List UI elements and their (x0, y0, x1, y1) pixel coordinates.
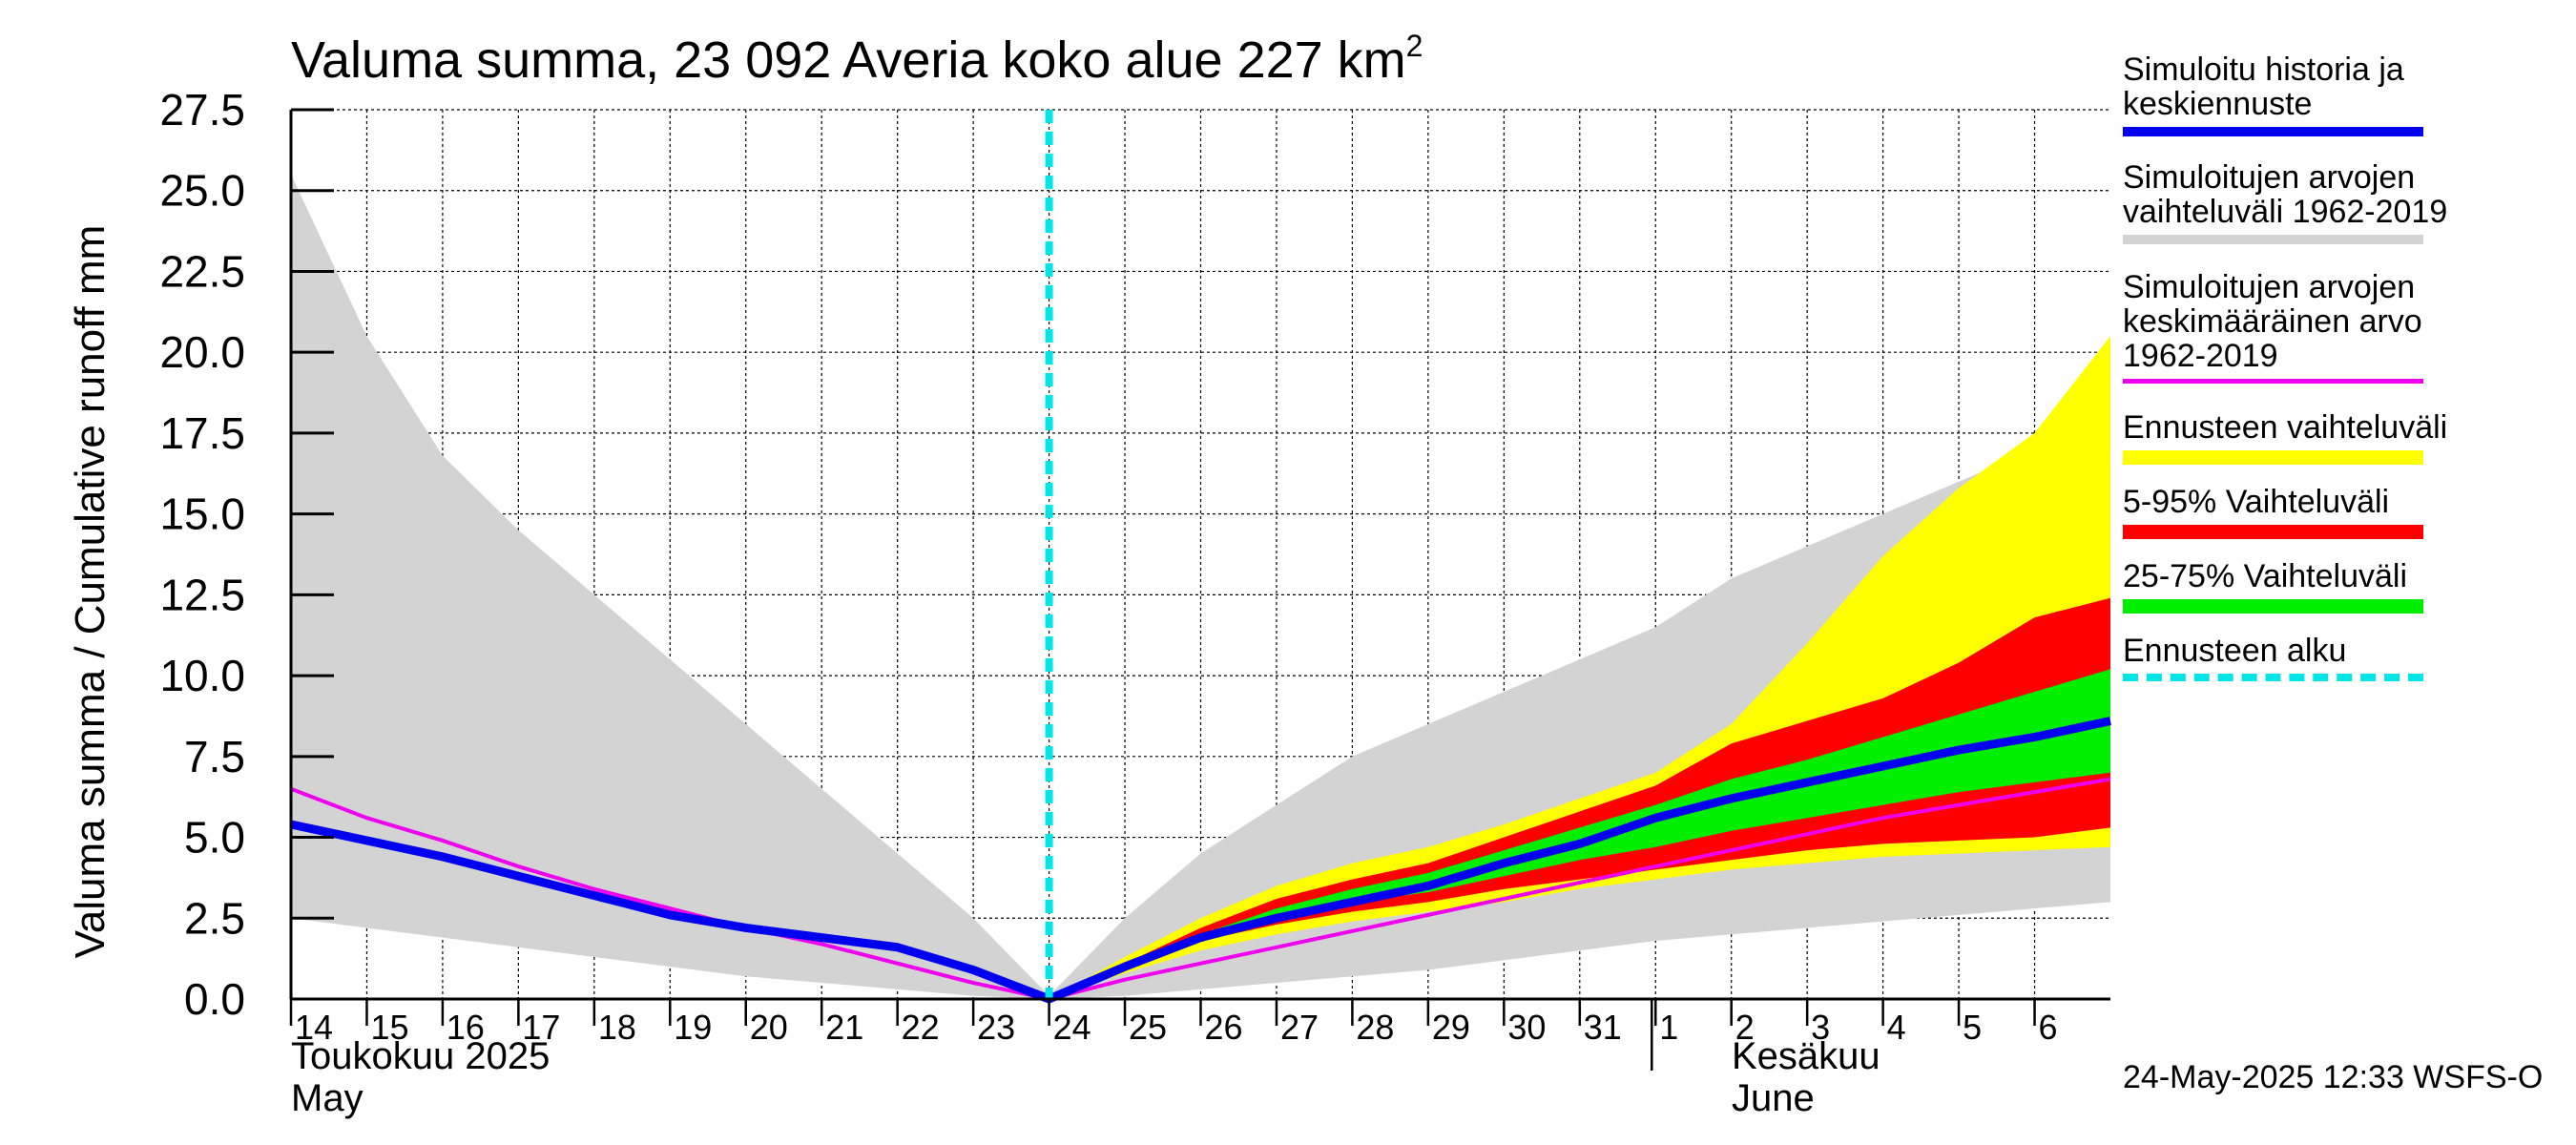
timestamp-footer: 24-May-2025 12:33 WSFS-O (2123, 1059, 2544, 1095)
legend-item-forecast-range: Ennusteen vaihteluväli (2123, 410, 2562, 465)
mean-line (290, 777, 2111, 1001)
legend-swatch-grey-band (2123, 235, 2423, 244)
y-tick-label: 22.5 (159, 246, 245, 296)
y-tick-label: 25.0 (159, 166, 245, 216)
x-tick-label: 23 (977, 1008, 1015, 1047)
month-label-may-en: May (291, 1077, 364, 1119)
legend-item-range: Simuloitujen arvojen vaihteluväli 1962-2… (2123, 160, 2562, 244)
y-tick-label: 15.0 (159, 489, 245, 539)
y-tick-label: 10.0 (159, 651, 245, 700)
x-tick-label: 14 (295, 1008, 333, 1047)
x-tick-label: 16 (447, 1008, 485, 1047)
x-tick-label: 29 (1432, 1008, 1470, 1047)
legend-item-mean: Simuloitujen arvojen keskimääräinen arvo… (2123, 270, 2562, 384)
legend-label: Simuloitu historia ja keskiennuste (2123, 52, 2404, 122)
x-tick-label: 20 (750, 1008, 788, 1047)
month-label-june: Kesäkuu June (1732, 1035, 1880, 1119)
y-tick-label: 2.5 (184, 893, 245, 943)
legend-swatch-red-band (2123, 525, 2423, 539)
band-25-75 (1049, 669, 2110, 999)
y-tick-label: 27.5 (159, 85, 245, 135)
x-tick-label: 21 (825, 1008, 863, 1047)
y-tick-label: 20.0 (159, 327, 245, 377)
x-tick-label: 3 (1811, 1008, 1830, 1047)
y-tick-label: 17.5 (159, 408, 245, 458)
x-tick-label: 19 (674, 1008, 712, 1047)
legend-label: Ennusteen vaihteluväli (2123, 409, 2448, 446)
history-forecast-line (290, 717, 2111, 1004)
legend-label: Ennusteen alku (2123, 633, 2347, 669)
legend-item-forecast-start: Ennusteen alku (2123, 634, 2562, 681)
x-tick-label: 6 (2039, 1008, 2058, 1047)
legend-item-5-95: 5-95% Vaihteluväli (2123, 485, 2562, 539)
month-label-may: Toukokuu 2025 May (291, 1035, 550, 1119)
x-tick-label: 4 (1887, 1008, 1906, 1047)
x-tick-label: 30 (1507, 1008, 1546, 1047)
month-label-june-en: June (1732, 1077, 1815, 1119)
x-tick-label: 5 (1963, 1008, 1982, 1047)
x-tick-label: 27 (1280, 1008, 1319, 1047)
month-label-june-fi: Kesäkuu (1732, 1035, 1880, 1077)
x-tick-label: 2 (1735, 1008, 1755, 1047)
chart-title: Valuma summa, 23 092 Averia koko alue 22… (291, 29, 1423, 90)
axes (289, 108, 2110, 1071)
tick-labels: 0.0 2.5 5.0 7.5 10.0 12.5 15.0 17.5 20.0 22.5 25.0… (159, 85, 2057, 1047)
legend-label: 5-95% Vaihteluväli (2123, 484, 2390, 520)
legend-swatch-blue-line (2123, 127, 2423, 136)
y-axis-label: Valuma summa / Cumulative runoff mm (67, 224, 114, 959)
legend-swatch-green-band (2123, 599, 2423, 614)
month-label-may-fi: Toukokuu 2025 (291, 1035, 551, 1077)
y-tick-label: 12.5 (159, 570, 245, 619)
band-5-95 (1049, 597, 2110, 999)
x-tick-label: 31 (1584, 1008, 1622, 1047)
x-tick-label: 22 (902, 1008, 940, 1047)
lines (290, 110, 2111, 1004)
chart-title-text: Valuma summa, 23 092 Averia koko alue 22… (291, 31, 1406, 89)
legend-label: Simuloitujen arvojen keskimääräinen arvo… (2123, 269, 2422, 374)
chart-title-superscript: 2 (1405, 29, 1423, 63)
legend-swatch-yellow-band (2123, 450, 2423, 465)
legend-label: Simuloitujen arvojen vaihteluväli 1962-2… (2123, 159, 2448, 230)
x-tick-label: 18 (598, 1008, 636, 1047)
legend-swatch-magenta-line (2123, 379, 2423, 384)
y-tick-label: 0.0 (184, 974, 245, 1024)
x-tick-label: 24 (1053, 1008, 1091, 1047)
legend-item-history: Simuloitu historia ja keskiennuste (2123, 52, 2562, 136)
x-tick-label: 1 (1659, 1008, 1678, 1047)
x-tick-label: 28 (1356, 1008, 1394, 1047)
x-tick-label: 26 (1205, 1008, 1243, 1047)
legend-item-25-75: 25-75% Vaihteluväli (2123, 559, 2562, 614)
legend-swatch-cyan-dashed (2123, 674, 2423, 681)
x-tick-label: 25 (1129, 1008, 1167, 1047)
x-tick-label: 17 (522, 1008, 560, 1047)
y-tick-label: 5.0 (184, 813, 245, 863)
y-tick-label: 7.5 (184, 732, 245, 781)
areas (291, 174, 2110, 1000)
x-tick-label: 15 (370, 1008, 408, 1047)
legend-label: 25-75% Vaihteluväli (2123, 558, 2407, 594)
